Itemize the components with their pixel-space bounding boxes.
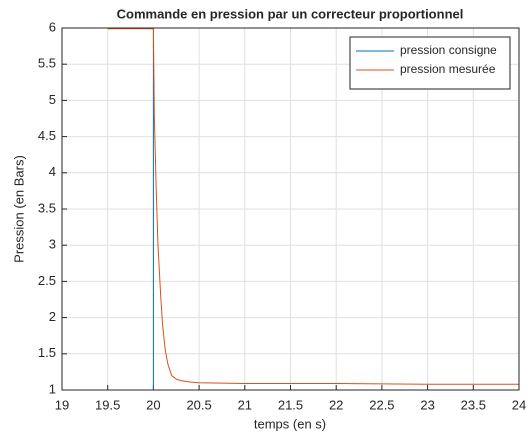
y-axis-label: Pression (en Bars) (11, 155, 26, 263)
y-tick-label: 4 (49, 164, 56, 179)
x-tick-label: 19.5 (95, 397, 120, 412)
y-tick-label: 3.5 (38, 200, 56, 215)
legend-box (349, 36, 511, 90)
x-axis-label: temps (en s) (254, 416, 326, 431)
y-tick-label: 2 (49, 309, 56, 324)
line (107, 28, 519, 385)
y-tick-label: 5 (49, 92, 56, 107)
y-tick-label: 4.5 (38, 128, 56, 143)
x-tick-label: 19 (55, 397, 69, 412)
y-tick-label: 1.5 (38, 345, 56, 360)
x-tick-label: 23 (420, 397, 434, 412)
chart-title: Commande en pression par un correcteur p… (117, 6, 464, 21)
x-tick-label: 20 (146, 397, 160, 412)
x-tick-label: 22.5 (369, 397, 394, 412)
y-tick-label: 1 (49, 381, 56, 396)
x-tick-label: 23.5 (461, 397, 486, 412)
y-tick-label: 5.5 (38, 56, 56, 71)
x-tick-label: 24 (512, 397, 526, 412)
x-tick-label: 20.5 (186, 397, 211, 412)
legend-label: pression consigne (400, 43, 497, 57)
x-tick-label: 21 (238, 397, 252, 412)
y-tick-label: 6 (49, 19, 56, 34)
y-tick-label: 3 (49, 237, 56, 252)
x-tick-label: 21.5 (278, 397, 303, 412)
x-tick-label: 22 (329, 397, 343, 412)
legend-label: pression mesurée (400, 62, 496, 76)
y-tick-label: 2.5 (38, 273, 56, 288)
axes-box (61, 27, 520, 391)
